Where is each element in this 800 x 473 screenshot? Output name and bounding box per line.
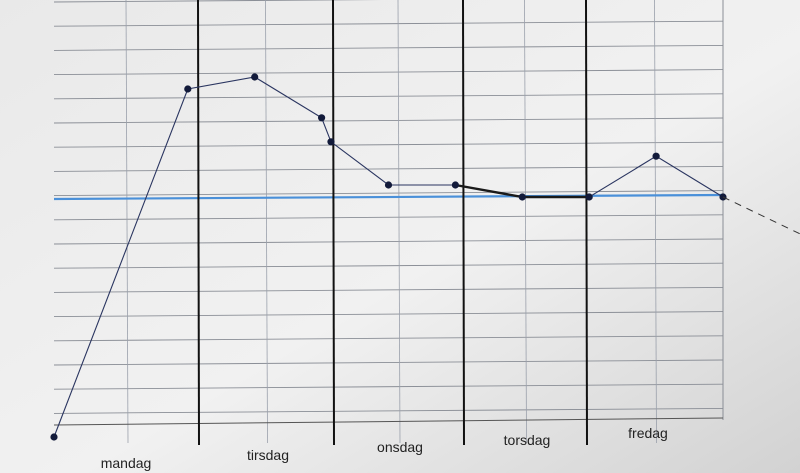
grid-h-line	[53, 69, 724, 76]
grid-h-line	[53, 165, 724, 172]
data-point	[451, 181, 459, 189]
data-point	[652, 152, 660, 160]
grid-v-line	[265, 0, 268, 444]
grid-v-line	[397, 0, 401, 444]
grid-h-line	[53, 190, 724, 197]
day-labels: mandag tirsdag onsdag torsdag fredag	[101, 425, 668, 471]
grid-h-line	[53, 311, 724, 318]
data-point	[50, 433, 58, 441]
data-point	[327, 138, 335, 146]
reference-line	[53, 193, 724, 201]
day-divider	[197, 0, 200, 446]
day-divider	[332, 0, 335, 446]
data-point	[518, 193, 526, 201]
data-point	[318, 114, 326, 122]
day-label: torsdag	[504, 432, 551, 448]
grid-h-line	[53, 335, 724, 342]
data-point	[251, 73, 259, 81]
day-label: tirsdag	[247, 447, 289, 463]
grid-h-line	[53, 262, 724, 269]
grid-h-line	[53, 44, 724, 51]
day-dividers	[197, 0, 588, 446]
grid-h-line	[53, 407, 724, 414]
day-label: fredag	[628, 425, 668, 441]
grid-v-line	[524, 0, 527, 444]
grid	[53, 0, 724, 444]
grid-h-line	[53, 117, 724, 124]
grid-h-line	[53, 0, 382, 3]
projection-line	[722, 196, 800, 235]
series-layer	[50, 73, 800, 441]
grid-h-line	[53, 214, 724, 221]
data-point	[184, 85, 192, 93]
grid-h-line	[53, 383, 724, 390]
grid-h-line	[53, 20, 724, 27]
grid-bottom-edge	[53, 417, 724, 426]
day-divider	[462, 0, 465, 446]
day-label: mandag	[101, 455, 152, 471]
grid-h-line	[53, 286, 724, 293]
day-divider	[585, 0, 588, 446]
grid-h-line	[53, 359, 724, 366]
data-point	[585, 193, 593, 201]
grid-v-line	[125, 0, 129, 444]
data-point	[384, 181, 393, 189]
grid-h-line	[53, 238, 724, 245]
grid-v-line	[654, 0, 657, 444]
grid-h-line	[53, 93, 724, 100]
day-label: onsdag	[377, 439, 423, 455]
